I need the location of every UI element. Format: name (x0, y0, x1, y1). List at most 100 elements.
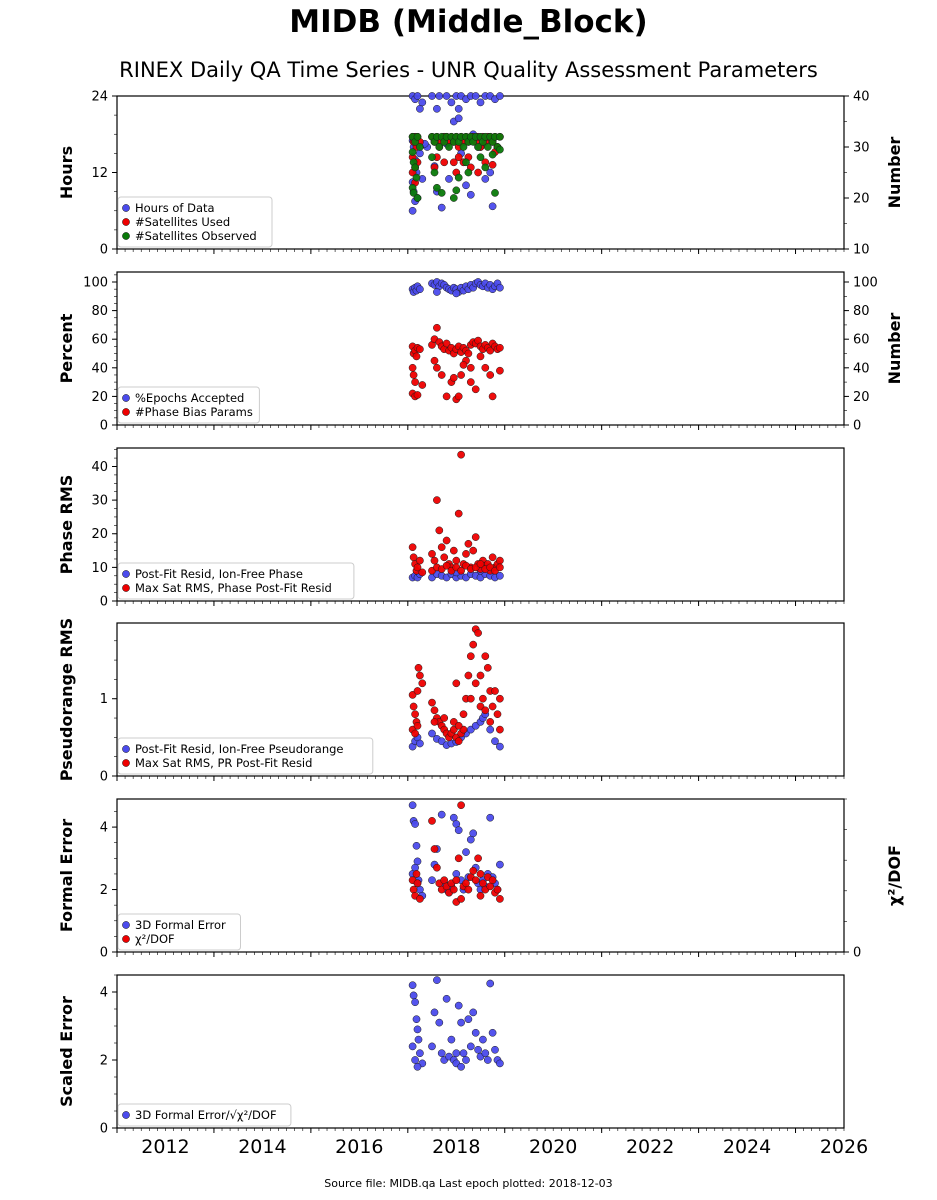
data-point (409, 189, 418, 197)
data-point (469, 640, 478, 649)
data-point (414, 663, 423, 672)
data-point (411, 1056, 419, 1064)
legend: Hours of Data#Satellites Used#Satellites… (117, 196, 273, 248)
data-point (449, 885, 458, 894)
data-point (416, 345, 424, 354)
legend-label: Hours of Data (135, 201, 215, 215)
panel-phase: 0 10 20 30 40 Phase RMS Post-Fit Resid, Ion-Fr… (57, 447, 845, 610)
data-point (430, 845, 439, 853)
data-point (437, 810, 446, 819)
data-point (466, 378, 475, 386)
y-axis-label: Phase RMS (57, 475, 76, 575)
data-point (486, 371, 495, 379)
legend-marker (122, 218, 130, 226)
data-point (416, 739, 424, 748)
data-point (413, 879, 422, 888)
legend-marker (122, 408, 130, 416)
data-point (413, 563, 422, 572)
data-point (409, 553, 418, 562)
data-point (462, 158, 470, 167)
data-point (488, 702, 497, 711)
data-point (412, 173, 421, 182)
data-point (454, 509, 463, 518)
data-point (491, 687, 499, 695)
data-point (474, 629, 482, 637)
data-point (474, 854, 482, 863)
data-point (481, 175, 490, 183)
data-point (442, 536, 451, 545)
data-point (416, 671, 424, 680)
data-point (488, 876, 497, 885)
data-point (411, 163, 419, 172)
data-point (471, 92, 480, 100)
y-right-axis-label: Number (885, 137, 904, 209)
series-Max Sat RMS, PR Post-Fit Resid (408, 625, 504, 746)
data-point (440, 158, 449, 167)
data-point (430, 718, 439, 726)
y-tick-label: 4 (100, 821, 108, 836)
y-tick-label: 80 (91, 304, 108, 319)
legend-marker (122, 570, 130, 578)
data-point (469, 829, 478, 838)
data-point (469, 546, 478, 555)
data-point (462, 181, 470, 190)
series-Max Sat RMS, Phase Post-Fit Resid (408, 450, 504, 577)
data-point (476, 560, 485, 568)
y-right-tick-label: 30 (853, 141, 870, 156)
data-point (452, 289, 461, 298)
data-point (449, 546, 458, 555)
legend-box (117, 196, 273, 248)
data-point (428, 153, 436, 162)
y-axis-label: Pseudorange RMS (57, 618, 76, 781)
data-point (496, 563, 504, 572)
legend-box (117, 562, 355, 600)
data-point (496, 145, 504, 154)
data-point (437, 203, 446, 212)
data-point (430, 556, 439, 565)
data-point (464, 671, 473, 680)
x-tick-label: 2016 (335, 1136, 383, 1158)
data-point (428, 550, 436, 558)
series-3D Formal Error/√χ²/DOF (408, 976, 504, 1071)
data-point (457, 450, 465, 459)
data-point (430, 356, 439, 365)
data-point (491, 737, 499, 746)
data-point (442, 339, 451, 348)
legend-label: %Epochs Accepted (135, 391, 244, 405)
data-point (466, 1042, 475, 1051)
data-point (479, 694, 487, 703)
data-point (493, 885, 502, 894)
legend-marker (122, 745, 130, 753)
data-point (488, 150, 497, 159)
data-point (435, 526, 444, 535)
data-point (483, 663, 492, 672)
data-point (412, 870, 421, 878)
data-point (471, 679, 480, 688)
y-tick-label: 24 (91, 90, 108, 105)
y-tick-label: 20 (91, 527, 108, 542)
data-point (496, 895, 504, 903)
data-point (408, 206, 417, 215)
data-point (457, 371, 465, 379)
panel-scaled: 2012 2014 2016 2018 2020 2022 2024 2026 0 2 4 Scale… (57, 974, 868, 1158)
data-point (491, 189, 499, 197)
data-point (433, 288, 441, 296)
y-right-tick-label: 20 (853, 390, 870, 405)
data-point (435, 92, 444, 100)
data-point (416, 104, 424, 113)
data-point (437, 371, 446, 379)
data-point (416, 143, 424, 151)
data-point (435, 1018, 444, 1027)
legend-label: 3D Formal Error (135, 918, 226, 932)
data-point (471, 1028, 480, 1037)
data-point (496, 556, 504, 565)
data-point (408, 148, 417, 156)
y-right-tick-label: 60 (853, 333, 870, 348)
series-%Epochs Accepted (408, 278, 504, 298)
data-point (413, 92, 422, 100)
data-point (464, 349, 473, 358)
data-point (457, 1018, 465, 1027)
data-point (411, 998, 419, 1007)
data-point (496, 343, 504, 352)
data-point (413, 132, 422, 141)
